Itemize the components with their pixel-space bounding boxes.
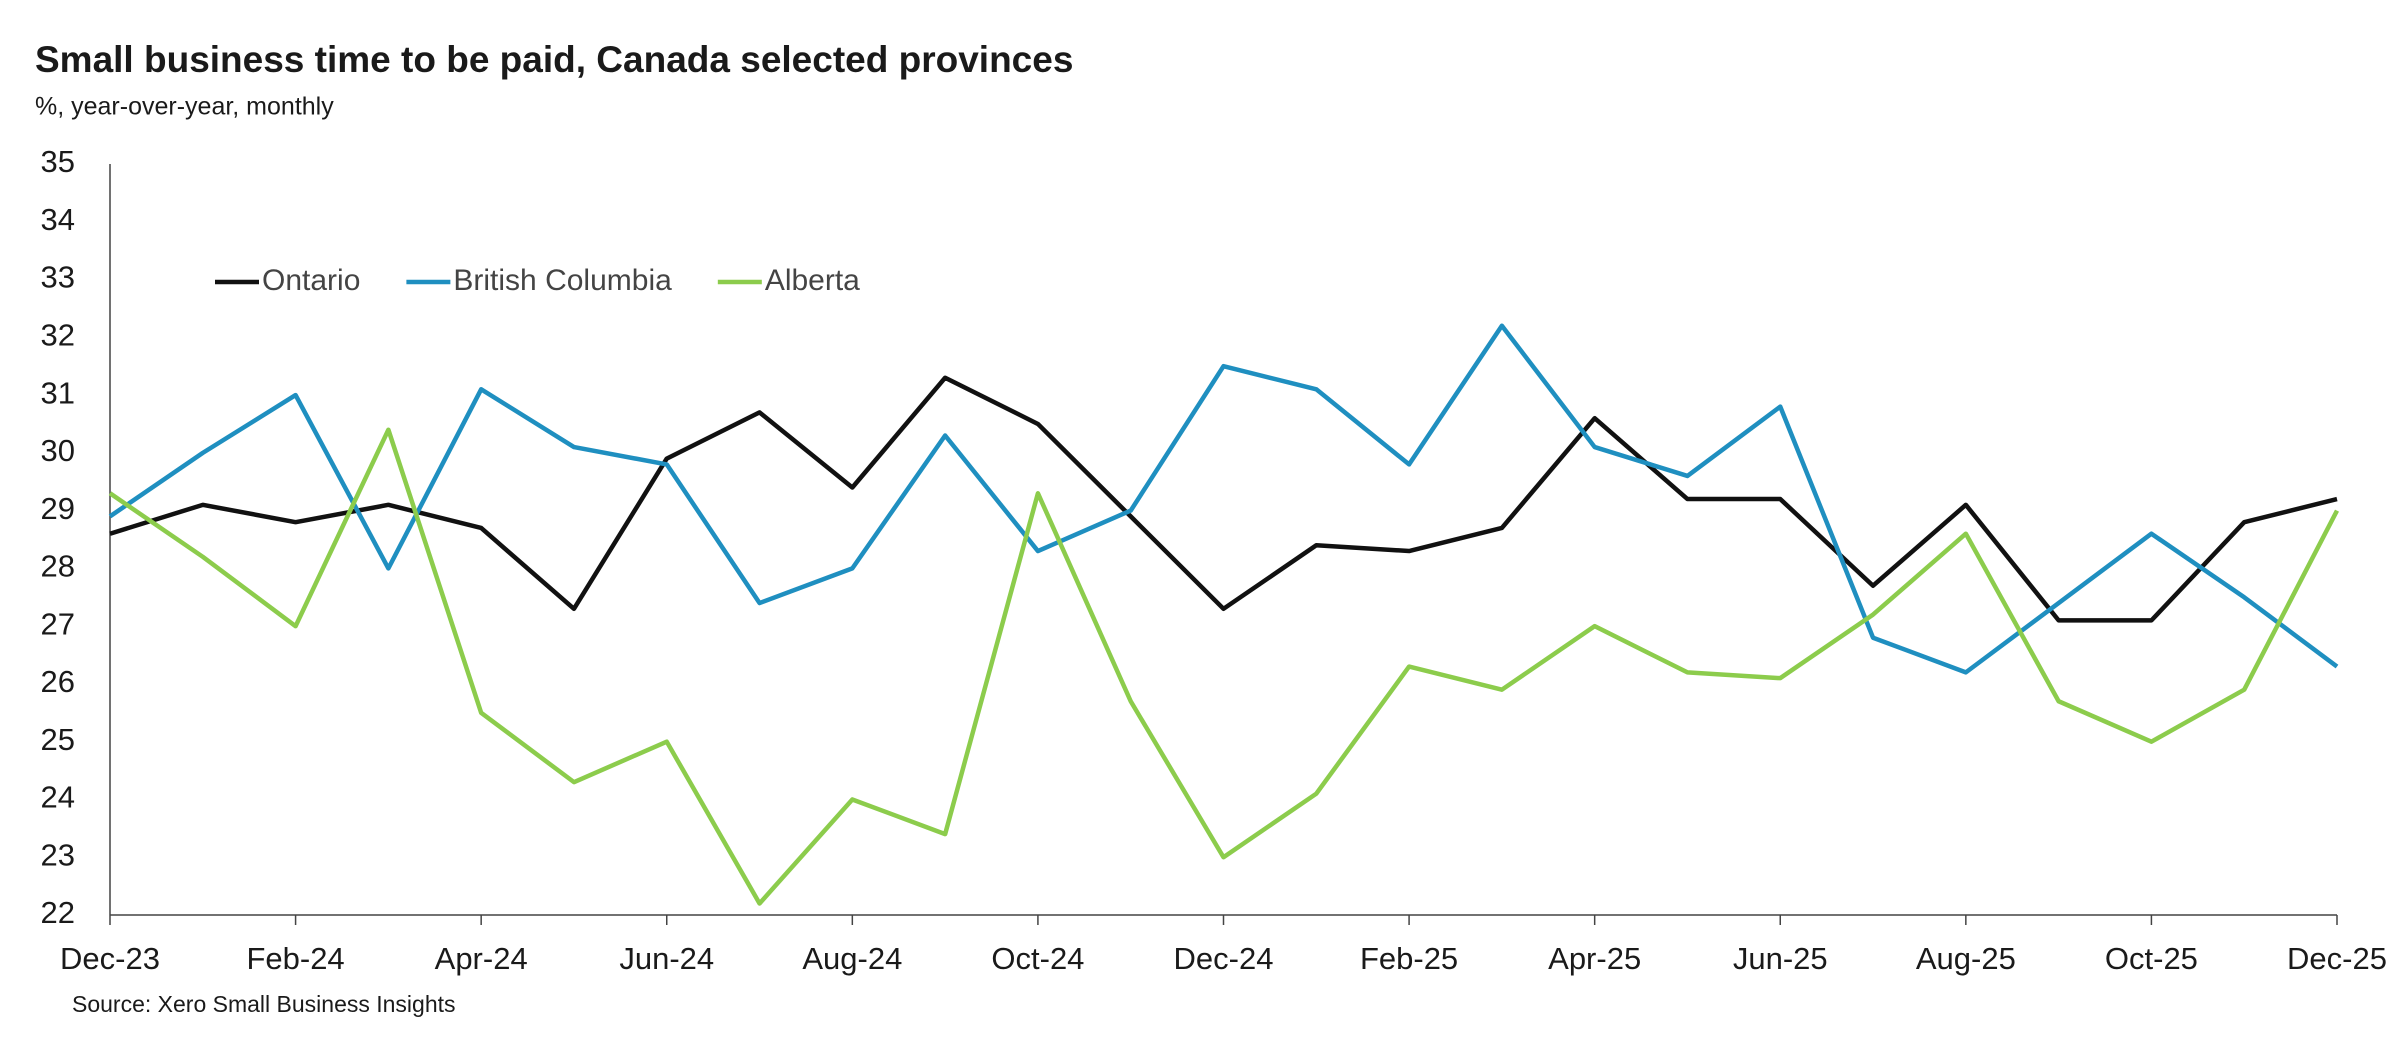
y-tick-label: 35 — [41, 144, 75, 179]
chart-title: Small business time to be paid, Canada s… — [35, 39, 1073, 80]
y-tick-label: 34 — [41, 202, 75, 237]
legend-label: British Columbia — [453, 264, 672, 297]
y-tick-label: 27 — [41, 606, 75, 641]
y-tick-label: 24 — [41, 780, 75, 815]
x-tick-label: Feb-25 — [1360, 941, 1458, 976]
series-line — [108, 323, 2339, 675]
x-tick-label: Dec-24 — [1174, 941, 1274, 976]
y-tick-label: 31 — [41, 375, 75, 410]
y-tick-label: 33 — [41, 260, 75, 295]
y-tick-label: 22 — [41, 895, 75, 930]
x-tick-label: Apr-25 — [1548, 941, 1641, 976]
y-tick-label: 25 — [41, 722, 75, 757]
x-tick-label: Jun-25 — [1733, 941, 1828, 976]
y-tick-label: 30 — [41, 433, 75, 468]
chart-subtitle: %, year-over-year, monthly — [35, 93, 334, 121]
x-tick-label: Dec-23 — [60, 941, 160, 976]
y-tick-label: 26 — [41, 664, 75, 699]
x-tick-label: Apr-24 — [435, 941, 528, 976]
legend-label: Ontario — [262, 264, 360, 297]
y-tick-label: 32 — [41, 317, 75, 352]
legend-label: Alberta — [765, 264, 860, 297]
series-line — [108, 427, 2339, 906]
x-tick-label: Oct-25 — [2105, 941, 2198, 976]
x-tick-label: Aug-25 — [1916, 941, 2016, 976]
source-note: Source: Xero Small Business Insights — [72, 991, 456, 1017]
y-tick-label: 28 — [41, 549, 75, 584]
x-tick-label: Aug-24 — [802, 941, 902, 976]
x-tick-label: Dec-25 — [2287, 941, 2387, 976]
x-tick-label: Jun-24 — [619, 941, 714, 976]
y-tick-label: 23 — [41, 837, 75, 872]
x-tick-label: Oct-24 — [991, 941, 1084, 976]
x-tick-label: Feb-24 — [246, 941, 344, 976]
series-line — [109, 375, 2338, 623]
y-tick-label: 29 — [41, 491, 75, 526]
